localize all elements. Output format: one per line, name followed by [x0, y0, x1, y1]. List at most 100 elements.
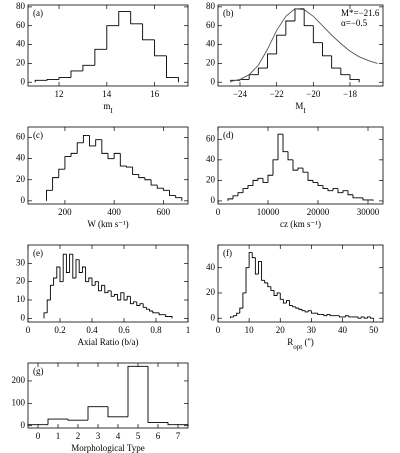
histogram-bin	[142, 303, 147, 308]
histogram-bin	[363, 316, 368, 319]
histogram-bin	[248, 74, 259, 80]
x-axis-label-part: I	[110, 107, 113, 115]
x-axis-label-part: ('')	[302, 337, 314, 347]
histogram-bin	[257, 67, 268, 75]
x-tick-label: 0.4	[86, 325, 98, 335]
x-tick-label: 16	[150, 89, 160, 99]
histogram-bin	[101, 139, 108, 154]
histogram-bin	[94, 281, 99, 286]
histogram-bin	[227, 198, 233, 201]
annotation: M*=−21.6	[341, 8, 380, 18]
histogram-bin	[264, 280, 268, 284]
x-tick-label: 400	[107, 207, 121, 217]
frame	[27, 126, 189, 205]
histogram-bin	[352, 194, 358, 199]
x-tick-label: 0	[216, 207, 221, 217]
histogram-bin	[272, 159, 278, 176]
histogram-bin	[230, 316, 234, 319]
histogram-bin	[117, 294, 121, 301]
x-tick-label: 4	[116, 431, 121, 441]
y-tick-label: 40	[16, 39, 26, 49]
panel-label: (c)	[33, 130, 43, 140]
histogram-bin	[69, 253, 73, 273]
histogram-bin	[267, 282, 271, 288]
x-tick-label: 0	[216, 325, 221, 335]
histogram-bin	[302, 168, 308, 173]
histogram-bin	[145, 307, 150, 310]
histogram-bin	[94, 48, 107, 66]
histogram-bin	[295, 306, 299, 309]
histogram-bin	[252, 179, 258, 186]
histogram-bin	[282, 134, 288, 153]
histogram-bin	[75, 259, 80, 278]
x-axis-label: W (km s⁻¹)	[87, 219, 128, 229]
histogram-bin	[149, 309, 153, 312]
histogram-bin	[237, 192, 243, 196]
histogram-bin	[78, 259, 83, 273]
histogram-bin	[239, 307, 243, 314]
x-axis-label: Morphological Type	[71, 443, 144, 453]
histogram-bin	[162, 188, 170, 191]
histogram-bin	[106, 25, 119, 50]
panel-label: (f)	[223, 248, 232, 258]
histogram-bin	[46, 189, 53, 201]
x-tick-label: 10	[245, 325, 255, 335]
histogram-bin	[47, 418, 68, 425]
y-tick-label: 20	[206, 287, 216, 297]
histogram-bin	[322, 185, 328, 190]
histogram-bin	[251, 252, 256, 259]
histogram-bin	[76, 142, 84, 154]
y-tick-label: 20	[16, 174, 26, 184]
panel-label: (e)	[33, 248, 43, 258]
histogram-bin	[43, 312, 48, 319]
histogram-bin	[236, 312, 240, 316]
histogram-bin	[156, 185, 164, 189]
histogram-bin	[307, 310, 312, 312]
histogram-bin	[277, 133, 283, 160]
x-axis-label-part: W (km s⁻¹)	[87, 219, 128, 229]
x-axis-label: cz (km s⁻¹)	[280, 219, 321, 229]
histogram-bin	[312, 180, 318, 183]
y-tick-label: 20	[16, 276, 26, 286]
histogram-bin	[233, 315, 237, 317]
histogram-bin	[279, 292, 284, 300]
histogram-bin	[292, 305, 296, 308]
histogram-bin	[87, 406, 108, 421]
histogram-bin	[129, 296, 134, 305]
y-tick-label: 40	[16, 153, 26, 163]
x-axis-label-part: Morphological Type	[71, 443, 144, 453]
x-axis-label: Ropt ('')	[287, 337, 313, 351]
histogram-bin	[88, 277, 92, 282]
histogram-bin	[276, 292, 281, 296]
frame	[217, 126, 384, 205]
histogram-bin	[332, 188, 338, 191]
histogram-bin	[27, 424, 48, 426]
y-tick-label: 60	[16, 132, 26, 142]
histogram-bin	[267, 53, 277, 69]
x-tick-label: 40	[338, 325, 348, 335]
y-tick-label: 0	[21, 312, 26, 322]
x-tick-label: 5	[136, 431, 141, 441]
y-tick-label: 60	[16, 20, 26, 30]
y-tick-label: 0	[211, 195, 216, 205]
y-tick-label: 10	[16, 294, 26, 304]
histogram-bin	[267, 174, 273, 183]
histogram-bin	[62, 253, 67, 282]
y-tick-label: 200	[12, 375, 26, 385]
x-tick-label: 0.6	[118, 325, 130, 335]
x-tick-label: 600	[157, 207, 171, 217]
histogram-bin	[304, 310, 309, 313]
histogram-bin	[329, 314, 334, 317]
histogram-bin	[136, 301, 140, 306]
histogram-bin	[261, 261, 265, 281]
y-tick-label: 20	[206, 57, 216, 67]
histogram-bin	[248, 252, 253, 268]
histogram-bin	[113, 294, 118, 297]
histogram-bin	[242, 292, 247, 309]
panel: 0 1 2 3 4 5 6 7 0 100 200 (g) Morphological Type	[12, 362, 189, 453]
histogram-bin	[118, 11, 131, 26]
histogram-bin	[370, 316, 374, 319]
histogram-bin	[119, 153, 127, 167]
x-tick-label: 0	[36, 431, 41, 441]
